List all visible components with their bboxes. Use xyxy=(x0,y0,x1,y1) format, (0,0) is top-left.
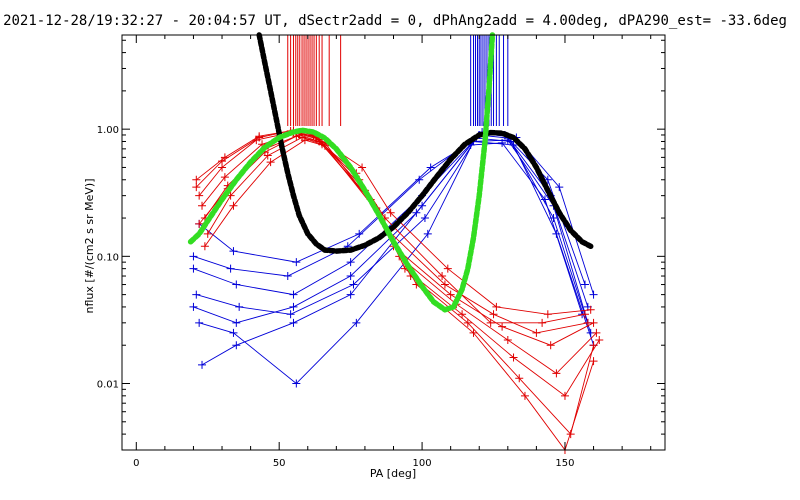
y-tick-label: 1.00 xyxy=(97,125,119,136)
red-data-point xyxy=(192,175,201,184)
blue-data-point xyxy=(232,318,241,327)
blue-data-point xyxy=(286,310,295,319)
blue-data-point xyxy=(426,163,435,172)
blue-data-point xyxy=(412,208,421,217)
red-data-point xyxy=(520,391,529,400)
red-data-point xyxy=(192,183,201,192)
axes: 0 50 100 150 0.01 0.10 1.00 xyxy=(97,35,665,469)
red-data-point xyxy=(220,153,229,162)
model-curves xyxy=(187,32,594,313)
red-data-point xyxy=(195,191,204,200)
blue-data-point xyxy=(292,258,301,267)
red-data-point xyxy=(532,328,541,337)
blue-data-point xyxy=(498,138,507,147)
blue-data-point xyxy=(423,229,432,238)
blue-data-point xyxy=(352,318,361,327)
red-data-point xyxy=(458,310,467,319)
red-data-point xyxy=(300,136,309,145)
red-data-point xyxy=(386,208,395,217)
blue-data-point xyxy=(415,175,424,184)
red-data-point xyxy=(492,302,501,311)
blue-data-point xyxy=(555,183,564,192)
red-data-point xyxy=(595,335,604,344)
red-data-point xyxy=(489,310,498,319)
red-data-point xyxy=(220,173,229,182)
red-data-point xyxy=(486,318,495,327)
red-data-point xyxy=(469,328,478,337)
red-data-point xyxy=(560,391,569,400)
red-data-point xyxy=(580,310,589,319)
blue-data-point xyxy=(420,214,429,223)
red-data-point xyxy=(552,369,561,378)
red-data-point xyxy=(443,264,452,273)
blue-data-point xyxy=(229,328,238,337)
blue-data-point xyxy=(589,290,598,299)
red-data-point xyxy=(266,158,275,167)
blue-data-point xyxy=(292,379,301,388)
red-data-point xyxy=(195,219,204,228)
red-data-point xyxy=(538,318,547,327)
red-data-point xyxy=(446,290,455,299)
red-data-point xyxy=(463,318,472,327)
y-tick-label: 0.10 xyxy=(97,252,119,263)
red-data-point xyxy=(198,201,207,210)
red-data-point xyxy=(586,305,595,314)
blue-data-point xyxy=(232,280,241,289)
blue-data-point xyxy=(346,290,355,299)
y-axis-label: nflux [#/(cm2 s sr MeV)] xyxy=(83,179,96,314)
blue-data-point xyxy=(189,252,198,261)
red-data-point xyxy=(200,242,209,251)
blue-data-point xyxy=(235,302,244,311)
blue-data-point xyxy=(289,318,298,327)
blue-data-point xyxy=(346,258,355,267)
blue-data-point xyxy=(355,229,364,238)
red-data-point xyxy=(543,310,552,319)
blue-data-point xyxy=(189,264,198,273)
red-data-point xyxy=(440,280,449,289)
x-tick-label: 0 xyxy=(133,458,139,469)
x-tick-label: 100 xyxy=(413,458,432,469)
blue-data-point xyxy=(195,318,204,327)
blue-data-point xyxy=(226,264,235,273)
blue-data-point xyxy=(232,341,241,350)
blue-data-point xyxy=(349,280,358,289)
x-tick-label: 150 xyxy=(555,458,574,469)
x-axis-label: PA [deg] xyxy=(370,467,416,480)
blue-data-point xyxy=(229,247,238,256)
blue-data-point xyxy=(198,360,207,369)
blue-data-point xyxy=(580,280,589,289)
red-data-point xyxy=(438,272,447,281)
red-data-point xyxy=(503,335,512,344)
black-model-curve xyxy=(256,32,594,254)
blue-data-point xyxy=(289,290,298,299)
blue-data-point xyxy=(346,272,355,281)
blue-data-point xyxy=(289,302,298,311)
red-data-point xyxy=(589,341,598,350)
x-tick-label: 50 xyxy=(273,458,286,469)
blue-data-point xyxy=(540,195,549,204)
red-data-point xyxy=(229,201,238,210)
red-data-point xyxy=(498,322,507,331)
red-data-point xyxy=(203,229,212,238)
y-tick-label: 0.01 xyxy=(97,380,119,391)
red-data-point xyxy=(589,357,598,366)
blue-data-point xyxy=(192,290,201,299)
red-data-point xyxy=(358,163,367,172)
green-model-curve xyxy=(187,32,496,313)
red-data-point xyxy=(546,341,555,350)
red-data-point xyxy=(589,318,598,327)
blue-data-point xyxy=(283,272,292,281)
red-data-point xyxy=(509,353,518,362)
red-data-point xyxy=(592,328,601,337)
red-series xyxy=(192,126,595,319)
blue-data-point xyxy=(189,302,198,311)
chart-title: 2021-12-28/19:32:27 - 20:04:57 UT, dSect… xyxy=(3,13,787,29)
red-data-point xyxy=(255,132,264,141)
red-data-point xyxy=(515,374,524,383)
